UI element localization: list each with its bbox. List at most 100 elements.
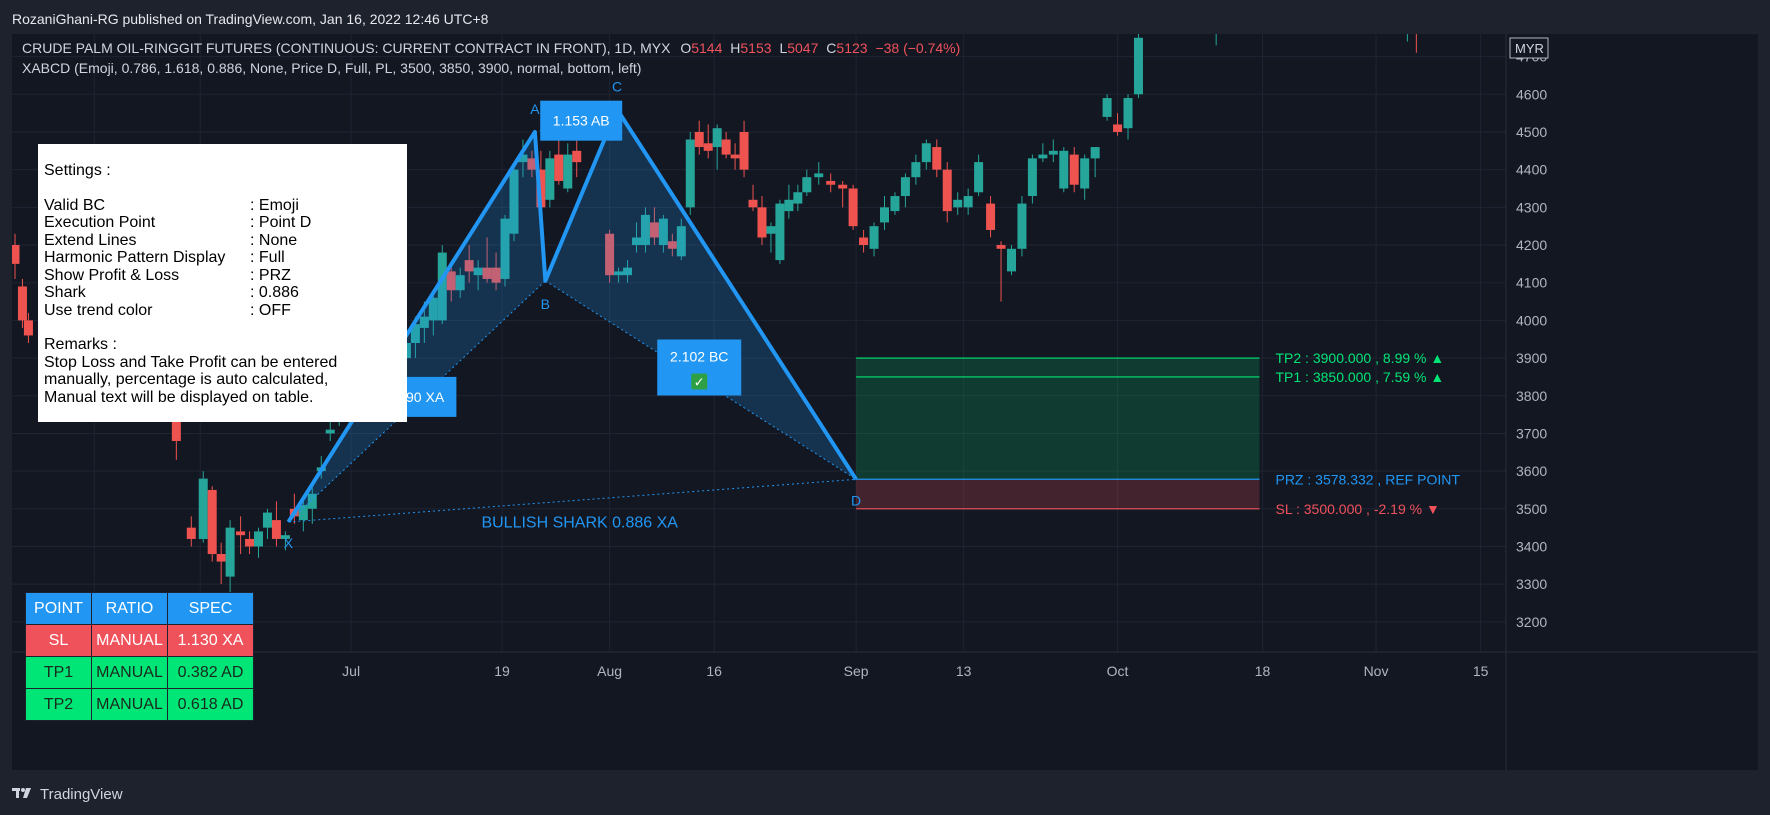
candle-body xyxy=(271,520,281,539)
time-tick-label: Sep xyxy=(844,663,869,679)
candle-body xyxy=(942,169,952,212)
candle-body xyxy=(198,478,208,539)
indicator-legend[interactable]: XABCD (Emoji, 0.786, 1.618, 0.886, None,… xyxy=(22,60,641,76)
candle-body xyxy=(545,158,555,200)
candle-body xyxy=(1133,37,1143,95)
candle-body xyxy=(419,316,429,328)
candle-body xyxy=(245,538,255,547)
remarks-line: Manual text will be displayed on table. xyxy=(44,388,314,406)
candle-body xyxy=(953,199,963,208)
time-tick-label: 15 xyxy=(1473,663,1489,679)
remarks-line: Stop Loss and Take Profit can be entered xyxy=(44,353,338,371)
candle-body xyxy=(491,267,501,283)
indicator-name: XABCD (Emoji, 0.786, 1.618, 0.886, None,… xyxy=(22,60,642,76)
table-cell: MANUAL xyxy=(91,624,168,657)
time-tick-label: 16 xyxy=(706,663,722,679)
settings-value: : PRZ xyxy=(250,266,291,284)
candle-body xyxy=(932,147,942,170)
check-icon xyxy=(691,373,708,390)
candle-body xyxy=(775,203,785,261)
candle-body xyxy=(640,214,650,246)
price-tick-label: 4600 xyxy=(1516,86,1547,102)
settings-row: Harmonic Pattern Display: Full xyxy=(44,249,407,267)
publisher-text: RozaniGhani-RG published on TradingView.… xyxy=(12,11,489,27)
candle-body xyxy=(869,226,879,249)
candle-body xyxy=(986,203,996,230)
candle-body xyxy=(1080,158,1090,189)
price-tick-label: 3400 xyxy=(1516,538,1547,554)
candle-body xyxy=(814,173,824,178)
candle-body xyxy=(509,169,519,234)
candle-body xyxy=(17,286,27,321)
candle-body xyxy=(996,245,1006,249)
table-cell: TP1 xyxy=(25,656,92,689)
table-cell: TP2 xyxy=(25,688,92,721)
settings-key: Valid BC xyxy=(44,196,106,214)
open-label: O xyxy=(680,40,692,56)
price-tick-label: 3500 xyxy=(1516,501,1547,517)
candle-body xyxy=(826,180,836,185)
settings-value: : Full xyxy=(250,249,285,266)
price-tick-label: 3300 xyxy=(1516,576,1547,592)
high-value: 5153 xyxy=(740,40,772,56)
settings-value: : None xyxy=(250,231,298,249)
price-tick-label: 4400 xyxy=(1516,162,1547,178)
bcd-triangle xyxy=(545,109,857,480)
ratio-label-box xyxy=(540,100,623,141)
price-tick-label: 4100 xyxy=(1516,275,1547,291)
check-icon-mark: ✓ xyxy=(694,375,705,390)
settings-panel: Settings : Valid BC: Emoji Execution Poi… xyxy=(38,144,407,422)
candle-body xyxy=(721,139,731,155)
candle-body xyxy=(658,218,668,246)
candle-body xyxy=(1123,98,1133,129)
chart-panel[interactable]: 3200 3300 3400 3500 3600 3700 3800 3900 4000 4100… xyxy=(12,34,1758,770)
price-chart[interactable]: 3200 3300 3400 3500 3600 3700 3800 3900 4000 4100… xyxy=(12,34,1758,770)
table-header-cell: POINT xyxy=(25,592,92,625)
settings-key: Execution Point xyxy=(44,214,156,231)
table-row: TP2 MANUAL 0.618 AD xyxy=(25,688,254,721)
candle-body xyxy=(410,324,420,343)
time-tick-label: 18 xyxy=(1255,663,1271,679)
candle-body xyxy=(963,196,973,208)
table-cell: MANUAL xyxy=(91,688,168,721)
candle-body xyxy=(262,512,272,528)
candle-body xyxy=(437,252,447,321)
table-cell: 1.130 XA xyxy=(167,624,254,657)
candle-body xyxy=(911,162,921,178)
candle-body xyxy=(572,150,582,163)
settings-title: Settings : xyxy=(44,162,111,179)
candle-body xyxy=(446,271,456,291)
price-tick-label: 3800 xyxy=(1516,388,1547,404)
candle-body xyxy=(1090,147,1100,159)
settings-key: Use trend color xyxy=(44,301,153,319)
candle-body xyxy=(712,128,722,148)
candle-body xyxy=(307,493,317,509)
level-label-sl: SL : 3500.000 , -2.19 % ▼ xyxy=(1275,501,1439,517)
price-tick-label: 3700 xyxy=(1516,425,1547,441)
time-tick-label: Jul xyxy=(342,663,360,679)
candle-body xyxy=(703,143,713,151)
settings-key: Extend Lines xyxy=(44,231,137,249)
price-tick-label: 4200 xyxy=(1516,237,1547,253)
candle-body xyxy=(921,143,931,163)
settings-row: Use trend color: OFF xyxy=(44,302,407,320)
candle-body xyxy=(890,196,900,212)
change-value: −38 (−0.74%) xyxy=(875,40,961,56)
candle-body xyxy=(225,527,235,577)
pattern-dotted-line xyxy=(545,280,857,480)
profit-zone xyxy=(856,358,1260,480)
candle-body xyxy=(298,505,308,521)
candle-body xyxy=(1059,150,1069,189)
candle-body xyxy=(1113,124,1123,132)
candle-body xyxy=(1048,150,1058,155)
candle-body xyxy=(1069,154,1079,185)
candle-body xyxy=(12,245,20,264)
table-header-cell: SPEC xyxy=(167,592,254,625)
level-label-tp1: TP1 : 3850.000 , 7.59 % ▲ xyxy=(1275,369,1444,385)
time-tick-label: 19 xyxy=(494,663,510,679)
currency-badge xyxy=(1509,37,1549,59)
time-tick-label: 13 xyxy=(956,663,972,679)
price-tick-label: 3900 xyxy=(1516,350,1547,366)
settings-row: Valid BC: Emoji xyxy=(44,197,407,215)
candle-body xyxy=(766,226,776,234)
